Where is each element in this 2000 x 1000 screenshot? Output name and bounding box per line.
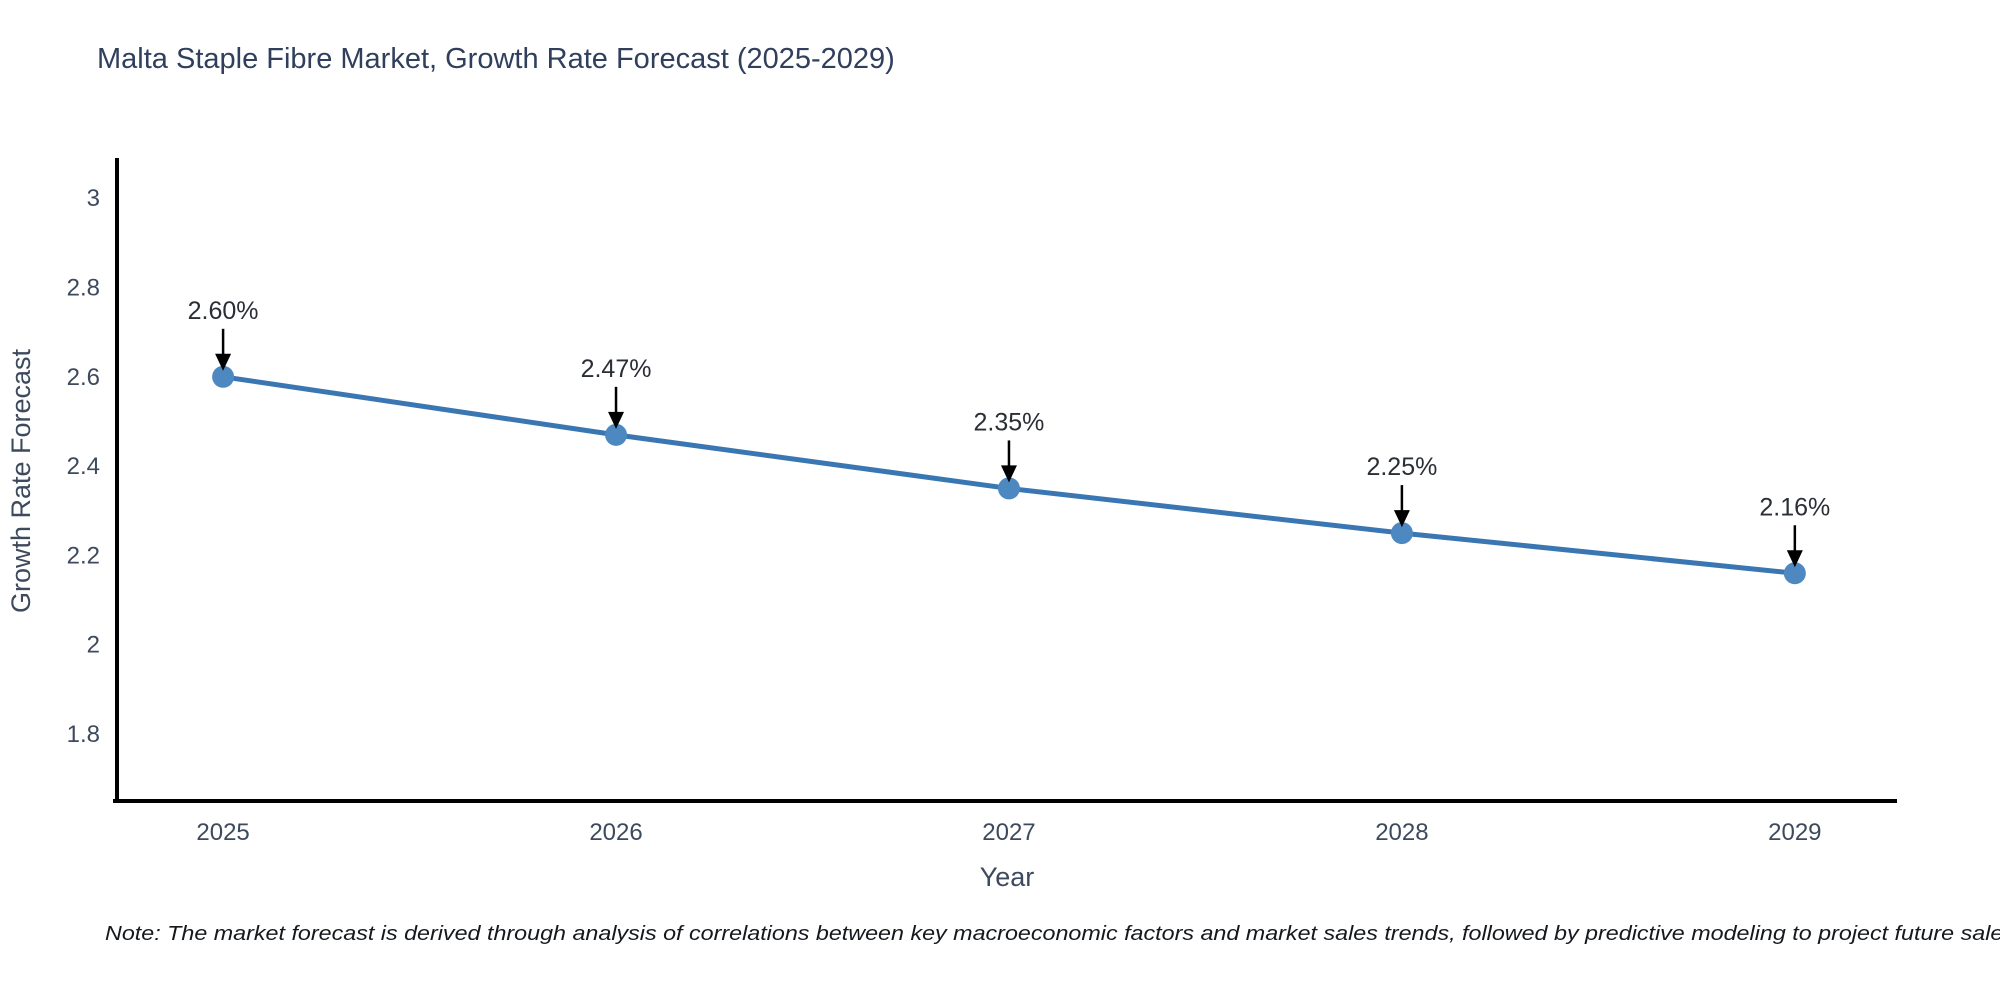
data-point-marker: [212, 365, 235, 388]
y-axis-tick-labels: 1.8 2 2.2 2.4 2.6 2.8 3: [67, 185, 100, 748]
x-tick-label: 2026: [589, 819, 642, 846]
y-tick-label: 2.8: [67, 274, 100, 301]
annotation-arrow-head: [1393, 510, 1410, 528]
annotation-arrow-head: [1000, 465, 1017, 483]
x-axis-title: Year: [980, 862, 1035, 892]
data-point-marker: [605, 423, 628, 446]
data-point-label: 2.47%: [581, 355, 652, 383]
x-tick-label: 2029: [1768, 819, 1821, 846]
data-point-label: 2.16%: [1759, 493, 1830, 521]
data-point-marker: [997, 477, 1020, 500]
point-annotations: 2.60% 2.47% 2.35% 2.25% 2.16%: [188, 297, 1830, 568]
y-tick-label: 2: [87, 632, 100, 659]
y-tick-label: 2.4: [67, 453, 100, 480]
annotation-arrow-head: [608, 411, 625, 429]
data-point-label: 2.60%: [188, 297, 259, 325]
x-tick-label: 2028: [1375, 819, 1428, 846]
x-tick-label: 2027: [982, 819, 1035, 846]
data-point-label: 2.25%: [1366, 453, 1437, 481]
chart-title: Malta Staple Fibre Market, Growth Rate F…: [97, 43, 895, 75]
annotation-arrow-head: [1786, 550, 1803, 568]
y-axis-title: Growth Rate Forecast: [6, 348, 36, 613]
y-tick-label: 1.8: [67, 721, 100, 748]
x-axis-tick-labels: 2025 2026 2027 2028 2029: [196, 819, 1821, 846]
footnote: Note: The market forecast is derived thr…: [105, 923, 2000, 945]
y-tick-label: 2.6: [67, 364, 100, 391]
y-tick-label: 2.2: [67, 542, 100, 569]
annotation-arrow-head: [215, 353, 232, 371]
line-series: [212, 365, 1806, 585]
x-tick-label: 2025: [196, 819, 249, 846]
y-tick-label: 3: [87, 185, 100, 212]
data-point-marker: [1783, 562, 1806, 585]
data-point-label: 2.35%: [974, 408, 1045, 436]
data-point-marker: [1390, 522, 1413, 545]
